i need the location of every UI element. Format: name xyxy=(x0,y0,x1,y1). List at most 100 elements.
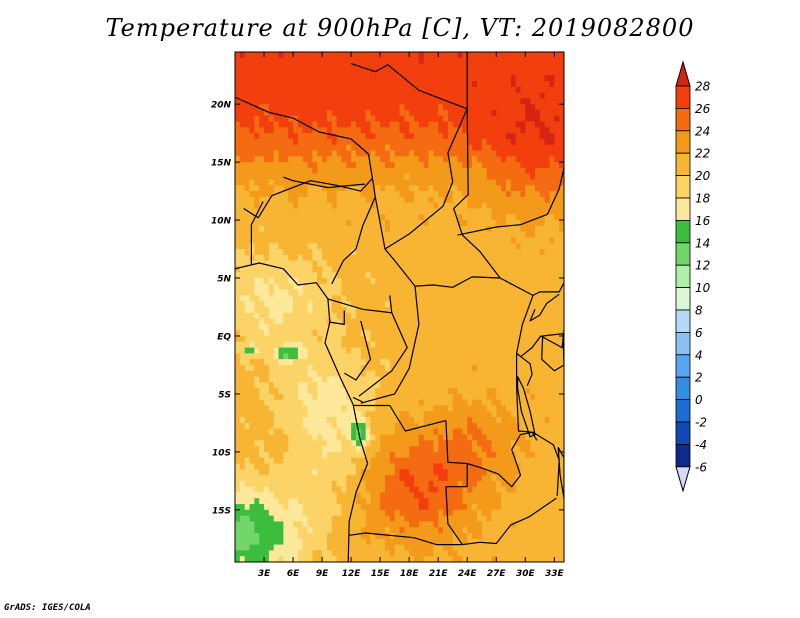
field-cell xyxy=(505,92,512,99)
field-cell xyxy=(341,225,347,233)
field-cell xyxy=(380,225,386,233)
field-cell xyxy=(346,341,352,349)
field-cell xyxy=(259,393,265,401)
field-cell xyxy=(278,451,284,459)
field-cell xyxy=(443,220,449,227)
field-cell xyxy=(414,80,420,88)
field-cell xyxy=(302,57,309,65)
field-cell xyxy=(312,399,318,407)
field-cell xyxy=(549,57,555,65)
field-cell xyxy=(365,80,372,88)
field-cell xyxy=(254,457,260,465)
field-cell xyxy=(443,405,449,412)
field-cell xyxy=(351,301,357,308)
field-cell xyxy=(539,272,546,279)
field-cell xyxy=(365,283,372,291)
field-cell xyxy=(510,260,517,268)
field-cell xyxy=(254,446,260,453)
field-cell xyxy=(244,173,251,181)
field-cell xyxy=(341,289,347,297)
field-cell xyxy=(293,434,299,441)
field-cell xyxy=(307,196,314,204)
field-cell xyxy=(312,260,318,268)
field-cell xyxy=(447,249,454,256)
field-cell xyxy=(443,463,449,470)
field-cell xyxy=(317,202,323,210)
field-cell xyxy=(322,237,328,244)
field-cell xyxy=(418,289,425,297)
field-cell xyxy=(447,57,454,65)
field-cell xyxy=(312,434,318,441)
field-cell xyxy=(278,422,284,430)
field-cell xyxy=(370,52,376,59)
field-cell xyxy=(307,475,314,482)
field-cell xyxy=(264,428,270,436)
field-cell xyxy=(297,75,304,82)
field-cell xyxy=(384,86,391,94)
field-cell xyxy=(486,179,493,186)
field-cell xyxy=(322,254,328,262)
field-cell xyxy=(365,457,372,465)
field-cell xyxy=(293,185,299,192)
field-cell xyxy=(244,417,251,424)
field-cell xyxy=(268,289,275,297)
field-cell xyxy=(428,220,434,227)
field-cell xyxy=(317,417,323,424)
field-cell xyxy=(409,469,415,476)
field-cell xyxy=(486,463,493,470)
field-cell xyxy=(268,231,275,239)
field-cell xyxy=(452,364,459,372)
field-cell xyxy=(438,451,444,459)
field-cell xyxy=(476,75,483,82)
field-cell xyxy=(264,359,270,366)
field-cell xyxy=(235,359,241,366)
field-cell xyxy=(554,469,560,476)
field-cell xyxy=(539,121,546,128)
field-cell xyxy=(481,376,488,383)
field-cell xyxy=(404,399,410,407)
field-cell xyxy=(283,376,289,383)
field-cell xyxy=(399,127,405,134)
field-cell xyxy=(365,63,372,70)
field-cell xyxy=(447,289,454,297)
field-cell xyxy=(249,266,255,273)
field-cell xyxy=(520,451,526,459)
field-cell xyxy=(428,295,434,302)
field-cell xyxy=(384,98,391,105)
field-cell xyxy=(418,179,425,186)
field-cell xyxy=(476,249,483,256)
field-cell xyxy=(302,330,309,337)
field-cell xyxy=(496,162,502,169)
field-cell xyxy=(278,411,284,418)
field-cell xyxy=(341,92,347,99)
field-cell xyxy=(307,243,314,250)
field-cell xyxy=(297,376,304,383)
field-cell xyxy=(288,417,294,424)
field-cell xyxy=(443,92,449,99)
field-cell xyxy=(409,451,415,459)
field-cell xyxy=(336,127,343,134)
field-cell xyxy=(510,324,517,331)
field-cell xyxy=(549,388,555,395)
field-cell xyxy=(496,353,502,360)
field-cell xyxy=(235,411,241,418)
field-cell xyxy=(244,278,251,285)
field-cell xyxy=(331,451,338,459)
field-cell xyxy=(447,104,454,111)
field-cell xyxy=(559,115,564,123)
field-cell xyxy=(414,399,420,407)
field-cell xyxy=(443,457,449,465)
field-cell xyxy=(525,301,531,308)
field-cell xyxy=(544,388,551,395)
field-cell xyxy=(278,428,284,436)
field-cell xyxy=(394,307,401,314)
field-cell xyxy=(375,69,381,76)
field-cell xyxy=(346,92,352,99)
field-cell xyxy=(283,359,289,366)
field-cell xyxy=(433,446,439,453)
field-cell xyxy=(297,162,304,169)
field-cell xyxy=(293,92,299,99)
field-cell xyxy=(365,133,372,140)
field-cell xyxy=(423,63,430,70)
field-cell xyxy=(476,196,483,204)
